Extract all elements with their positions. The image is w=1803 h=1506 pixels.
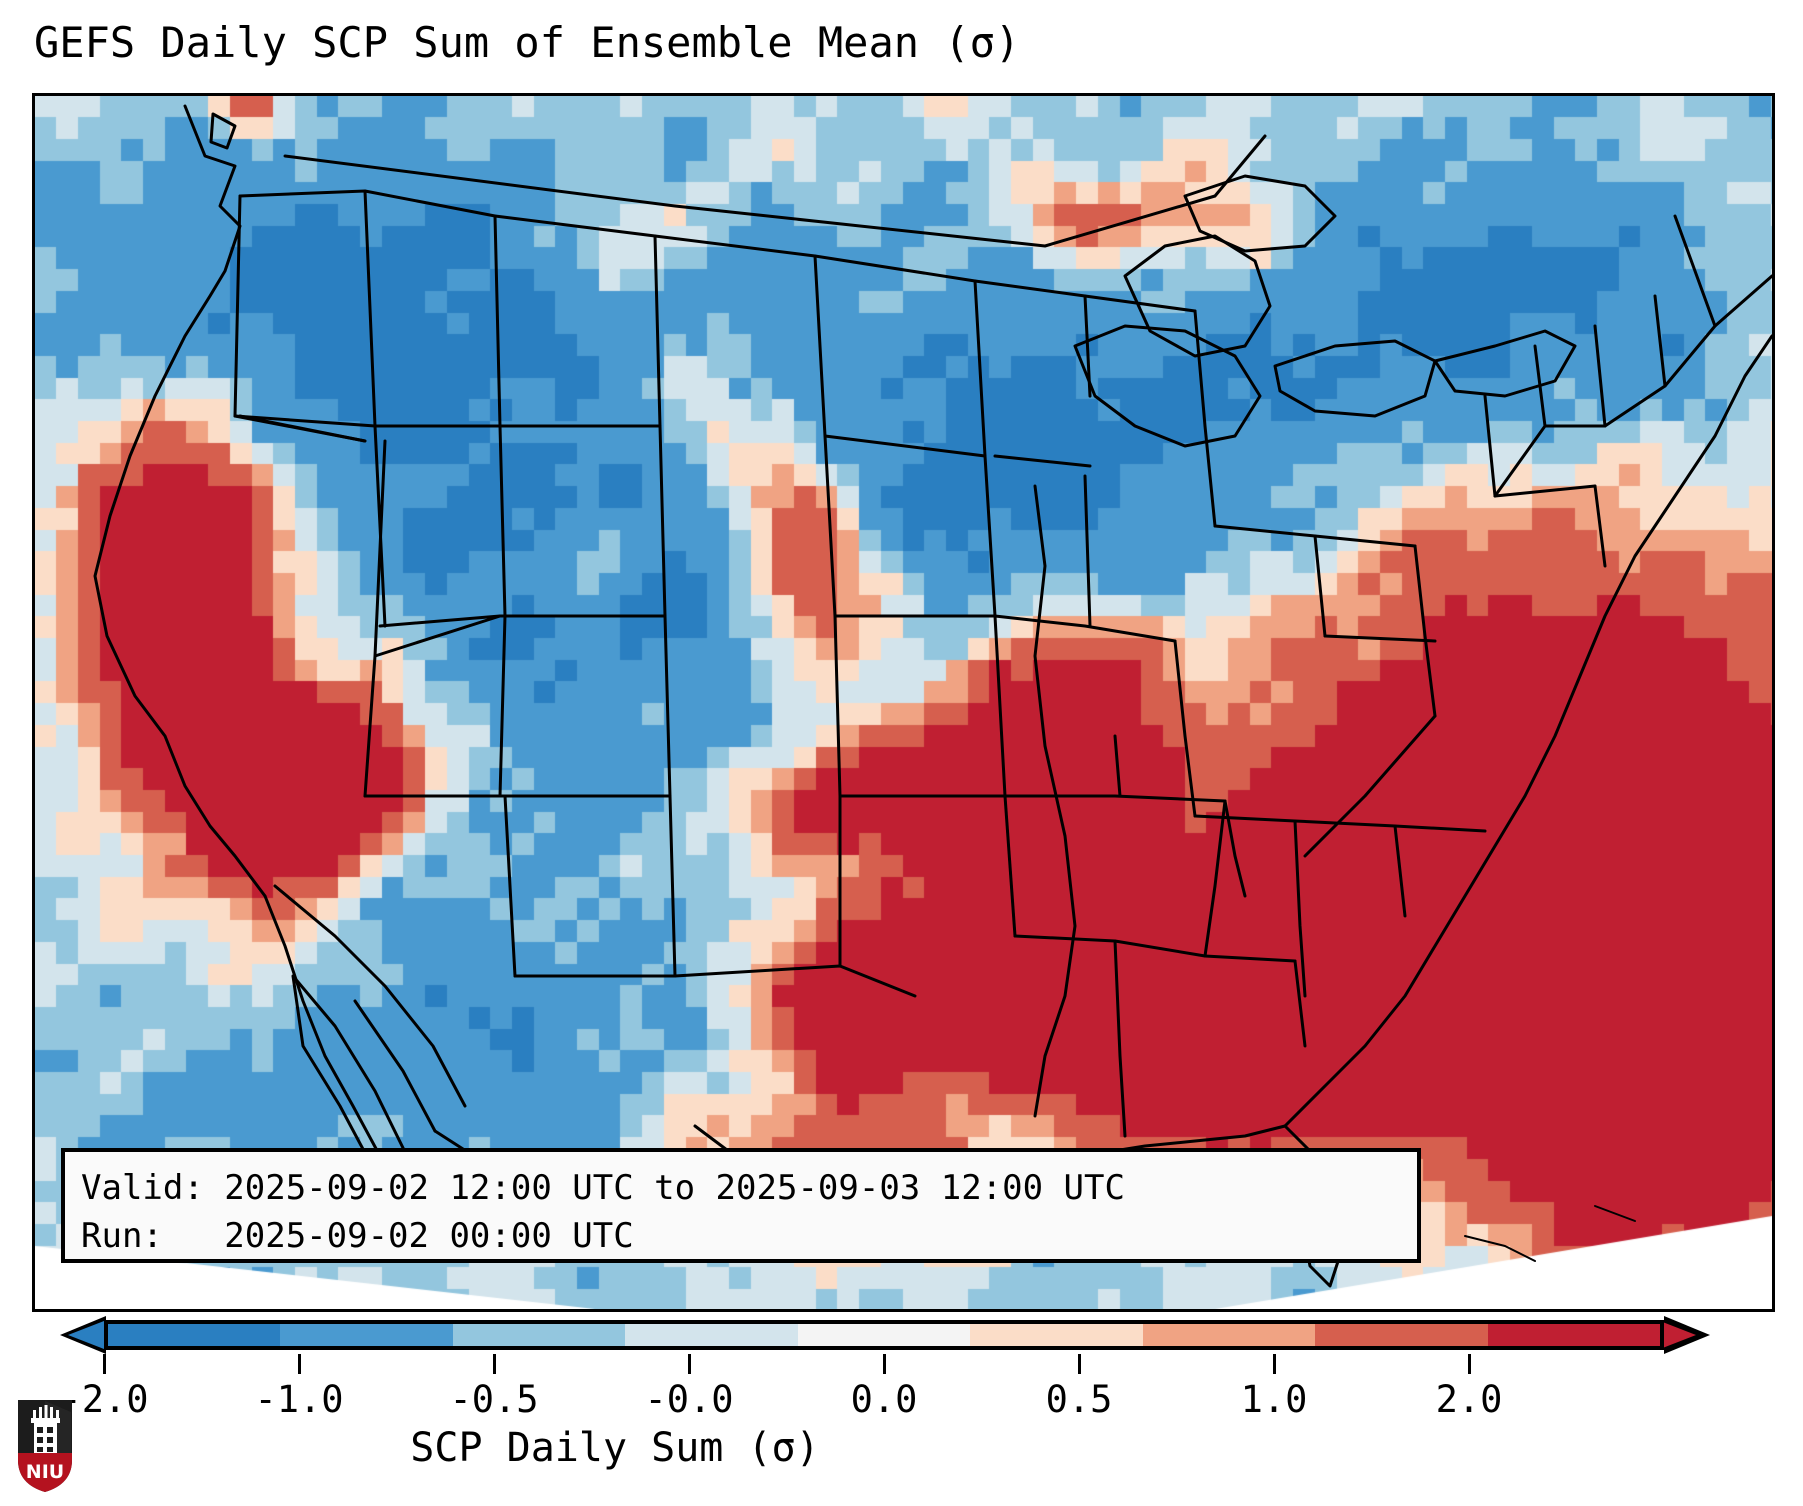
colorbar[interactable]: -2.0 -1.0 -0.5 -0.0 0.0 0.5 1.0 2.0 (36, 1316, 1766, 1421)
map-border-path (673, 964, 917, 998)
map-border-path (1003, 794, 1017, 938)
map-border-path (1593, 324, 1607, 428)
map-border-path (1293, 819, 1307, 998)
colorbar-tick-label-3: -0.0 (644, 1378, 734, 1421)
run-time-line: Run: 2025-09-02 00:00 UTC (81, 1216, 634, 1257)
map-border-path (353, 999, 437, 1133)
map-border-path (1464, 1235, 1536, 1262)
colorbar-segment-8 (1487, 1324, 1660, 1346)
map-border-path (238, 414, 367, 443)
colorbar-gradient[interactable] (104, 1320, 1664, 1350)
map-border-path (283, 134, 1267, 248)
colorbar-segment-0 (108, 1324, 281, 1346)
map-border-path (1653, 294, 1667, 388)
map-border-path (1073, 324, 1262, 448)
colorbar-tick-3 (688, 1354, 691, 1374)
colorbar-tick-6 (1273, 1354, 1276, 1374)
map-border-path (233, 414, 662, 428)
map-border-path (1533, 344, 1547, 428)
map-border-path (813, 254, 842, 798)
map-border-path (1493, 484, 1597, 498)
map-border-path (1493, 274, 1772, 498)
map-border-path (363, 189, 387, 628)
valid-run-annotation-box: Valid: 2025-09-02 12:00 UTC to 2025-09-0… (61, 1148, 1421, 1263)
colorbar-segment-6 (1142, 1324, 1316, 1346)
map-border-path (1083, 474, 1092, 628)
map-border-path (658, 424, 677, 978)
colorbar-tick-label-6: 1.0 (1240, 1378, 1308, 1421)
map-border-path (1033, 484, 1077, 1118)
colorbar-tick-label-4: 0.0 (850, 1378, 918, 1421)
map-border-path (993, 614, 1177, 643)
map-border-path (1193, 309, 1217, 528)
map-border-path (1313, 534, 1327, 638)
map-border-path (993, 454, 1092, 468)
map-border-path (1393, 824, 1407, 918)
colorbar-segment-4 (797, 1324, 971, 1346)
map-border-path (363, 439, 387, 798)
niu-logo-text: NIU (26, 1461, 64, 1483)
map-panel[interactable] (32, 93, 1775, 1312)
colorbar-segment-1 (280, 1324, 453, 1346)
colorbar-tick-1 (298, 1354, 301, 1374)
map-border-path (1173, 639, 1197, 818)
map-border-path (378, 614, 502, 628)
map-border-path (1413, 544, 1437, 718)
colorbar-segment-3 (625, 1324, 798, 1346)
scp-heatmap-field (35, 96, 1772, 1309)
map-border-path (1203, 954, 1297, 963)
map-border-path (93, 104, 267, 898)
map-border-path (273, 884, 467, 1108)
colorbar-extend-max-fill (1660, 1321, 1696, 1349)
map-border-path (1323, 634, 1437, 643)
map-border-path (373, 614, 667, 658)
map-border-path (1283, 334, 1772, 1128)
colorbar-tick-label-5: 0.5 (1045, 1378, 1113, 1421)
map-border-path (1483, 394, 1497, 498)
map-border-path (1303, 714, 1437, 858)
map-border-path (238, 189, 977, 283)
map-border-path (823, 434, 987, 458)
map-borders-overlay (93, 104, 1772, 1288)
map-border-path (1123, 234, 1272, 358)
map-border-path (1273, 339, 1437, 418)
map-border-path (1593, 484, 1607, 568)
colorbar-tick-7 (1468, 1354, 1471, 1374)
map-border-path (1594, 1205, 1636, 1222)
colorbar-segment-2 (452, 1324, 626, 1346)
map-border-path (653, 234, 662, 428)
valid-time-line: Valid: 2025-09-02 12:00 UTC to 2025-09-0… (81, 1168, 1125, 1208)
map-border-path (493, 214, 507, 798)
map-border-path (233, 194, 242, 418)
colorbar-tick-0 (103, 1354, 106, 1374)
map-border-path (1433, 329, 1577, 398)
map-border-path (1113, 939, 1127, 1138)
map-border-path (209, 112, 237, 150)
colorbar-tick-label-0: -2.0 (59, 1378, 149, 1421)
map-border-path (1003, 794, 1227, 803)
map-border-path (1193, 814, 1487, 833)
colorbar-segment-7 (1315, 1324, 1488, 1346)
colorbar-tick-2 (493, 1354, 496, 1374)
colorbar-axis-label: SCP Daily Sum (σ) (410, 1425, 820, 1471)
colorbar-tick-4 (883, 1354, 886, 1374)
map-border-path (1673, 214, 1717, 328)
colorbar-tick-label-1: -1.0 (254, 1378, 344, 1421)
map-border-path (973, 279, 1007, 798)
page-title: GEFS Daily SCP Sum of Ensemble Mean (σ) (34, 18, 1021, 67)
map-border-path (1013, 934, 1207, 958)
colorbar-tick-5 (1078, 1354, 1081, 1374)
map-border-path (1113, 734, 1122, 798)
niu-logo: NIU (18, 1400, 72, 1492)
map-border-path (1223, 799, 1247, 898)
map-border-path (1293, 959, 1307, 1048)
colorbar-segment-5 (970, 1324, 1143, 1346)
colorbar-tick-label-2: -0.5 (449, 1378, 539, 1421)
colorbar-extend-min-fill (68, 1321, 104, 1349)
map-border-path (1183, 174, 1337, 253)
map-border-path (503, 794, 517, 978)
map-border-path (1203, 799, 1227, 958)
colorbar-tick-label-7: 2.0 (1435, 1378, 1503, 1421)
map-border-path (1083, 294, 1092, 398)
